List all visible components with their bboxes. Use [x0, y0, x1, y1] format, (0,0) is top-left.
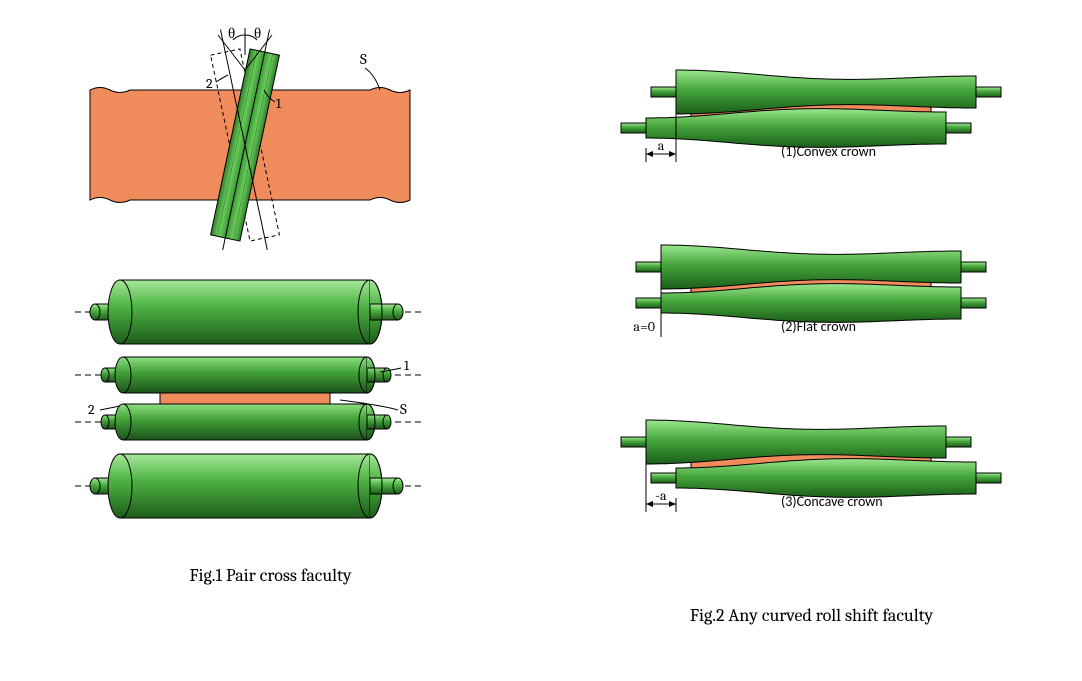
fig2-rollpair-1: a=0 (2)Flat crown [633, 245, 986, 337]
fig1-backup-bottom [90, 454, 403, 518]
fig1-theta-left: θ [228, 24, 235, 42]
fig2-dim-2: -a [655, 487, 667, 504]
fig2-rollpair-2: -a (3)Concave crown [621, 420, 1001, 512]
fig1-caption: Fig.1 Pair cross faculty [20, 565, 521, 586]
fig1-top-label-S: S [360, 50, 367, 68]
fig2-dim-0: a [658, 137, 665, 154]
fig1-work-top [101, 357, 391, 393]
fig1-top-label-2: 2 [206, 75, 213, 92]
fig1-theta-right: θ [254, 24, 261, 42]
fig1-bottom-svg: 1 2 S [20, 250, 440, 540]
fig1-top-svg: θ θ 2 1 S [20, 20, 440, 250]
fig1-bottom-label-S: S [400, 400, 407, 418]
fig2-rollpair-0: a (1)Convex crown [621, 70, 1001, 162]
fig2-caption: Fig.2 Any curved roll shift faculty [561, 605, 1062, 626]
fig1-panel: θ θ 2 1 S [20, 20, 521, 626]
fig1-backup-top [90, 280, 403, 344]
fig2-label-0: (1)Convex crown [781, 143, 876, 160]
fig1-bottom-label-1: 1 [404, 357, 410, 374]
fig1-work-bottom [101, 404, 391, 440]
fig2-label-2: (3)Concave crown [781, 493, 883, 510]
fig2-dim-1: a=0 [633, 318, 655, 335]
fig2-svg: a (1)Convex crown a=0 (2)Flat crown -a (3)Con… [561, 20, 1061, 580]
fig2-label-1: (2)Flat crown [781, 318, 856, 335]
fig1-bottom-label-2: 2 [88, 401, 95, 418]
fig1-strip-side [160, 393, 330, 404]
fig2-panel: a (1)Convex crown a=0 (2)Flat crown -a (3)Con… [561, 20, 1062, 626]
